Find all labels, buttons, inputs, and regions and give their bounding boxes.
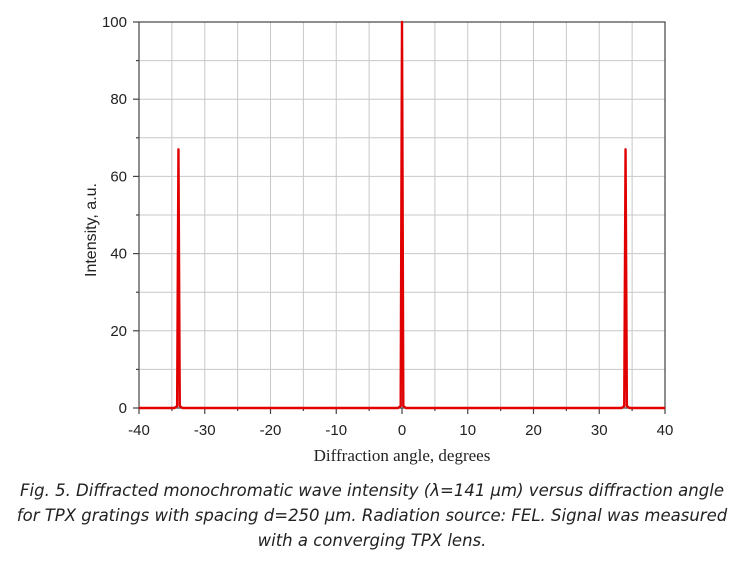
x-tick-label: -30 (194, 422, 216, 439)
chart-figure: -40 -30 -20 -10 0 10 20 30 40 0 20 40 60 80 100 Diffra… (83, 14, 673, 465)
caption-line-1: Fig. 5. Diffracted monochromatic wave in… (20, 481, 724, 500)
diffraction-chart: -40 -30 -20 -10 0 10 20 30 40 0 20 40 60 80 100 Diffra… (83, 14, 673, 465)
intensity-series-line (139, 20, 665, 410)
figure-caption: Fig. 5. Diffracted monochromatic wave in… (0, 478, 744, 553)
y-tick-label: 100 (102, 14, 127, 31)
tick-labels: -40 -30 -20 -10 0 10 20 30 40 0 20 40 60 80 100 (102, 14, 673, 439)
y-tick-label: 80 (110, 91, 127, 108)
x-tick-label: 20 (525, 422, 542, 439)
x-axis-title: Diffraction angle, degrees (314, 446, 491, 465)
x-tick-label: -40 (128, 422, 150, 439)
axis-ticks (133, 21, 666, 414)
caption-line-3: with a converging TPX lens. (257, 531, 487, 550)
x-tick-label: -20 (260, 422, 282, 439)
y-tick-label: 60 (110, 168, 127, 185)
y-tick-label: 20 (110, 323, 127, 340)
x-tick-label: 40 (657, 422, 674, 439)
x-tick-label: -10 (325, 422, 347, 439)
x-tick-label: 0 (398, 422, 406, 439)
y-axis-title: Intensity, a.u. (83, 183, 100, 277)
x-tick-label: 10 (459, 422, 476, 439)
x-tick-label: 30 (591, 422, 608, 439)
y-tick-label: 0 (119, 400, 127, 417)
caption-line-2: for TPX gratings with spacing d=250 μm. … (16, 506, 728, 525)
y-tick-label: 40 (110, 246, 127, 263)
